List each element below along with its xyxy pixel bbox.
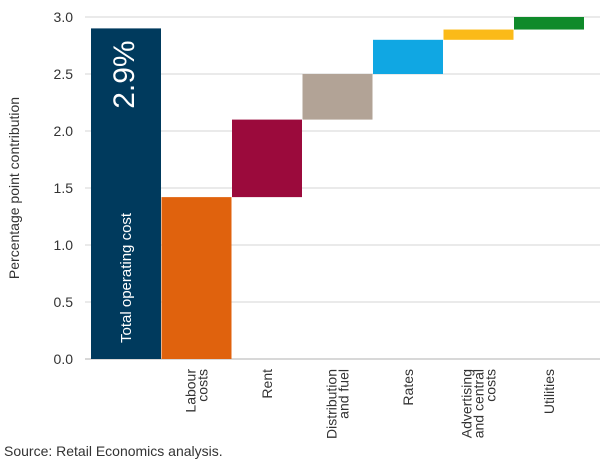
svg-text:Utilities: Utilities bbox=[541, 369, 557, 414]
y-axis-ticks: 0.0 0.5 1.0 1.5 2.0 2.5 3.0 bbox=[54, 9, 74, 367]
y-tick-label: 3.0 bbox=[54, 9, 74, 25]
y-tick-label: 0.0 bbox=[54, 351, 74, 367]
total-inner-label: Total operating cost bbox=[118, 212, 135, 343]
y-tick-label: 0.5 bbox=[54, 294, 74, 310]
bar-component bbox=[232, 119, 302, 198]
y-tick-label: 1.5 bbox=[54, 180, 74, 196]
x-tick-label: Rates bbox=[400, 369, 416, 406]
y-tick-label: 2.5 bbox=[54, 66, 74, 82]
y-axis-label: Percentage point contribution bbox=[6, 97, 22, 279]
x-tick-label: Utilities bbox=[541, 369, 557, 414]
bar-total bbox=[91, 28, 161, 360]
bars: 2.9% Total operating cost bbox=[91, 17, 584, 360]
svg-text:and fuel: and fuel bbox=[336, 369, 352, 419]
svg-text:costs: costs bbox=[195, 369, 211, 402]
svg-text:Rates: Rates bbox=[400, 369, 416, 406]
svg-text:Advertising: Advertising bbox=[459, 369, 475, 438]
total-value-label: 2.9% bbox=[108, 40, 141, 108]
bar-component bbox=[161, 197, 232, 359]
y-tick-label: 1.0 bbox=[54, 237, 74, 253]
bar-component bbox=[514, 17, 584, 30]
bar-component bbox=[373, 39, 443, 74]
x-tick-label: Rent bbox=[259, 369, 275, 399]
svg-text:Rent: Rent bbox=[259, 369, 275, 399]
source-note: Source: Retail Economics analysis. bbox=[4, 443, 223, 459]
svg-text:and central: and central bbox=[471, 369, 487, 438]
svg-text:costs: costs bbox=[483, 369, 499, 402]
svg-text:Distribution: Distribution bbox=[324, 369, 340, 439]
bar-component bbox=[443, 29, 514, 40]
y-tick-label: 2.0 bbox=[54, 123, 74, 139]
svg-text:Labour: Labour bbox=[183, 369, 199, 413]
bar-component bbox=[302, 74, 373, 120]
